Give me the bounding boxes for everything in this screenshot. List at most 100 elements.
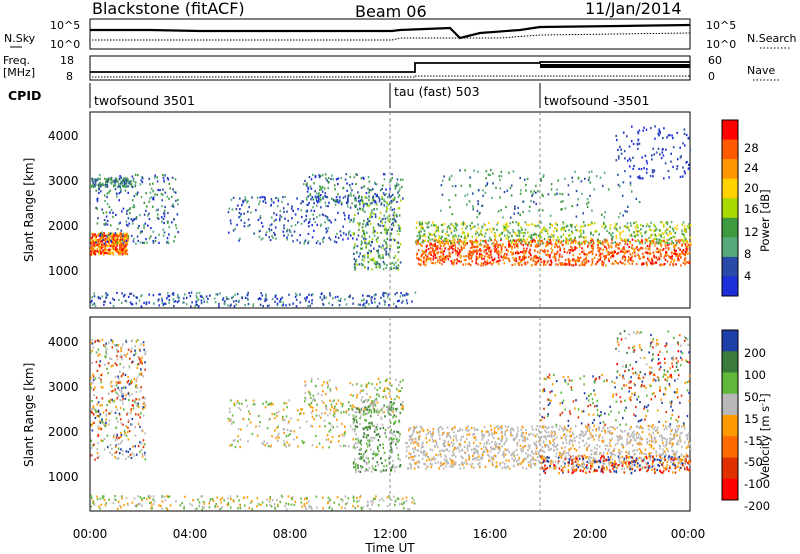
scatter-pixel	[487, 173, 490, 176]
scatter-pixel	[646, 257, 649, 260]
scatter-pixel	[120, 189, 122, 192]
scatter-pixel	[662, 154, 665, 157]
scatter-pixel	[471, 243, 473, 246]
scatter-pixel	[378, 198, 381, 201]
scatter-pixel	[276, 302, 279, 305]
scatter-pixel	[682, 261, 685, 265]
scatter-pixel	[524, 436, 526, 439]
scatter-pixel	[135, 302, 138, 305]
scatter-pixel	[554, 252, 556, 255]
scatter-pixel	[163, 231, 166, 234]
scatter-pixel	[641, 240, 644, 243]
scatter-pixel	[118, 377, 120, 380]
scatter-pixel	[327, 227, 330, 230]
scatter-pixel	[430, 246, 432, 249]
scatter-pixel	[108, 400, 110, 403]
scatter-pixel	[669, 134, 671, 137]
scatter-pixel	[399, 226, 402, 230]
scatter-pixel	[134, 445, 136, 448]
scatter-pixel	[362, 455, 364, 459]
scatter-pixel	[583, 242, 586, 245]
scatter-pixel	[270, 403, 272, 406]
scatter-pixel	[473, 240, 476, 243]
scatter-pixel	[125, 234, 127, 237]
scatter-pixel	[661, 232, 663, 235]
scatter-pixel	[658, 128, 660, 131]
scatter-pixel	[115, 234, 117, 237]
scatter-pixel	[459, 169, 461, 172]
scatter-pixel	[360, 247, 362, 250]
scatter-pixel	[398, 299, 400, 302]
scatter-pixel	[229, 417, 232, 421]
scatter-pixel	[374, 260, 376, 263]
scatter-pixel	[434, 256, 436, 259]
scatter-pixel	[356, 263, 359, 266]
scatter-pixel	[142, 396, 145, 399]
scatter-pixel	[597, 243, 599, 247]
scatter-pixel	[105, 353, 108, 356]
scatter-pixel	[361, 196, 363, 199]
scatter-pixel	[340, 201, 343, 204]
scatter-pixel	[150, 227, 152, 230]
scatter-pixel	[382, 411, 384, 414]
scatter-pixel	[385, 253, 387, 256]
scatter-pixel	[108, 341, 110, 344]
scatter-pixel	[131, 339, 133, 342]
scatter-pixel	[461, 242, 464, 245]
scatter-pixel	[545, 228, 547, 231]
scatter-pixel	[113, 233, 115, 236]
scatter-pixel	[454, 246, 457, 249]
scatter-pixel	[486, 183, 488, 186]
scatter-pixel	[532, 259, 535, 262]
scatter-pixel	[447, 433, 450, 437]
scatter-pixel	[196, 296, 198, 299]
scatter-pixel	[586, 202, 588, 205]
scatter-pixel	[630, 190, 633, 193]
scatter-pixel	[108, 232, 110, 235]
scatter-pixel	[427, 236, 430, 239]
scatter-pixel	[382, 192, 385, 195]
scatter-pixel	[550, 233, 553, 236]
scatter-pixel	[376, 388, 379, 392]
scatter-pixel	[499, 178, 501, 182]
scatter-pixel	[621, 194, 624, 197]
scatter-pixel	[342, 196, 345, 199]
scatter-pixel	[386, 264, 388, 267]
scatter-pixel	[98, 191, 100, 194]
scatter-pixel	[396, 182, 398, 185]
scatter-pixel	[103, 249, 106, 252]
scatter-pixel	[325, 177, 327, 180]
scatter-pixel	[425, 258, 427, 261]
scatter-pixel	[447, 443, 449, 446]
scatter-pixel	[645, 251, 648, 254]
scatter-pixel	[581, 250, 583, 254]
scatter-pixel	[370, 244, 372, 247]
scatter-pixel	[581, 247, 583, 250]
scatter-pixel	[558, 245, 560, 248]
scatter-pixel	[97, 296, 100, 300]
scatter-pixel	[587, 179, 590, 182]
scatter-pixel	[629, 242, 631, 245]
scatter-pixel	[442, 250, 444, 254]
scatter-pixel	[590, 241, 593, 244]
scatter-pixel	[194, 305, 197, 308]
scatter-pixel	[112, 232, 114, 235]
scatter-pixel	[388, 409, 390, 412]
scatter-pixel	[437, 251, 440, 254]
scatter-pixel	[549, 238, 551, 242]
scatter-pixel	[383, 389, 386, 392]
scatter-pixel	[127, 375, 129, 378]
scatter-pixel	[201, 295, 203, 299]
scatter-pixel	[373, 247, 375, 250]
scatter-pixel	[378, 245, 380, 248]
scatter-pixel	[383, 262, 386, 265]
scatter-pixel	[602, 184, 604, 188]
scatter-pixel	[390, 431, 392, 434]
scatter-pixel	[109, 245, 112, 248]
scatter-pixel	[388, 438, 390, 441]
scatter-pixel	[380, 416, 382, 419]
scatter-pixel	[325, 227, 327, 230]
scatter-pixel	[357, 234, 360, 237]
scatter-pixel	[357, 464, 359, 467]
scatter-pixel	[609, 224, 612, 227]
